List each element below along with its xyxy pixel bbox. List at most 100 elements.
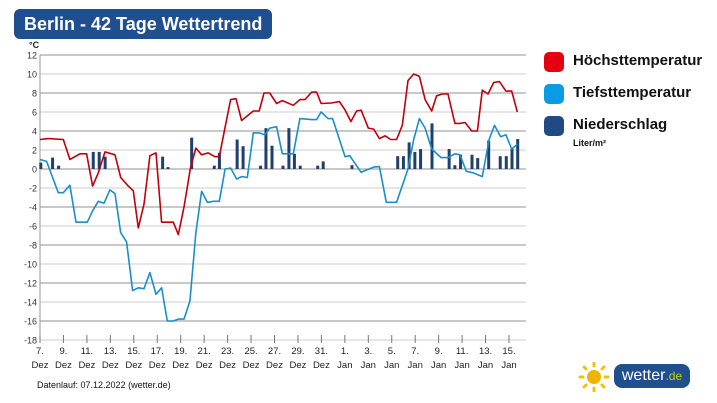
x-tick-day: 29. bbox=[291, 346, 304, 357]
precipitation-bar bbox=[430, 123, 434, 169]
x-tick-day: 7. bbox=[36, 346, 44, 357]
legend-swatch-max bbox=[544, 52, 564, 72]
legend-unit: Liter/m² bbox=[573, 138, 607, 148]
x-tick-month: Dez bbox=[266, 360, 283, 371]
x-tick-day: 27. bbox=[268, 346, 281, 357]
x-tick-day: 25. bbox=[244, 346, 257, 357]
sun-icon bbox=[578, 362, 610, 392]
x-tick-month: Dez bbox=[102, 360, 119, 371]
precipitation-bar bbox=[459, 154, 463, 169]
x-tick-month: Dez bbox=[219, 360, 236, 371]
x-tick-day: 11. bbox=[456, 346, 469, 357]
legend-label-max: Höchsttemperatur bbox=[573, 52, 703, 69]
x-tick-day: 9. bbox=[435, 346, 443, 357]
precipitation-bar bbox=[281, 165, 285, 169]
x-tick-day: 3. bbox=[364, 346, 372, 357]
precipitation-bar bbox=[103, 156, 107, 169]
precipitation-bar bbox=[487, 140, 491, 169]
x-tick-day: 19. bbox=[174, 346, 187, 357]
precipitation-bar bbox=[350, 165, 354, 169]
y-tick-label: -8 bbox=[29, 241, 37, 251]
x-tick-day: 23. bbox=[221, 346, 234, 357]
x-tick-month: Dez bbox=[172, 360, 189, 371]
precipitation-bar bbox=[166, 167, 170, 169]
precipitation-bar bbox=[470, 154, 474, 169]
x-tick-month: Dez bbox=[289, 360, 306, 371]
chart-title: Berlin - 42 Tage Wettertrend bbox=[14, 9, 272, 39]
x-tick-month: Dez bbox=[78, 360, 95, 371]
legend-label-precip: Niederschlag bbox=[573, 116, 668, 133]
legend-swatch-precip bbox=[544, 116, 564, 136]
x-tick-month: Dez bbox=[313, 360, 330, 371]
x-tick-month: Jan bbox=[478, 360, 493, 371]
legend-swatch-min bbox=[544, 84, 564, 104]
y-tick-label: 4 bbox=[32, 127, 37, 137]
precipitation-bar bbox=[476, 158, 480, 169]
legend-label-min: Tiefsttemperatur bbox=[573, 84, 692, 101]
x-tick-day: 9. bbox=[59, 346, 67, 357]
x-tick-day: 11. bbox=[81, 346, 94, 357]
y-tick-label: -6 bbox=[29, 222, 37, 232]
x-tick-month: Jan bbox=[408, 360, 423, 371]
x-tick-month: Jan bbox=[431, 360, 446, 371]
precipitation-bar bbox=[57, 165, 61, 169]
x-tick-month: Jan bbox=[384, 360, 399, 371]
x-tick-month: Dez bbox=[243, 360, 260, 371]
x-tick-day: 7. bbox=[411, 346, 419, 357]
precipitation-bar bbox=[396, 156, 400, 169]
precipitation-bar bbox=[504, 156, 508, 169]
y-tick-label: -2 bbox=[29, 184, 37, 194]
precipitation-bar bbox=[516, 139, 520, 169]
data-run-note: Datenlauf: 07.12.2022 (wetter.de) bbox=[37, 380, 171, 390]
precipitation-bar bbox=[498, 156, 502, 169]
logo-suffix: .de bbox=[665, 369, 683, 383]
precipitation-bar bbox=[453, 165, 457, 169]
precipitation-bar bbox=[413, 151, 417, 169]
x-tick-month: Jan bbox=[501, 360, 516, 371]
y-tick-label: -18 bbox=[24, 336, 37, 346]
x-tick-month: Dez bbox=[55, 360, 72, 371]
x-tick-day: 13. bbox=[479, 346, 492, 357]
x-tick-month: Dez bbox=[196, 360, 213, 371]
precipitation-bar bbox=[190, 137, 194, 169]
precipitation-bar bbox=[217, 152, 221, 169]
precipitation-bar bbox=[316, 165, 320, 169]
precipitation-bar bbox=[259, 165, 263, 169]
x-tick-day: 15. bbox=[502, 346, 515, 357]
y-tick-label: 6 bbox=[32, 108, 37, 118]
x-tick-day: 13. bbox=[104, 346, 117, 357]
x-tick-day: 21. bbox=[198, 346, 211, 357]
x-tick-day: 5. bbox=[388, 346, 396, 357]
logo-wordmark: wetter.de bbox=[614, 364, 690, 388]
precipitation-bar bbox=[321, 161, 325, 169]
y-tick-label: 12 bbox=[27, 51, 37, 61]
max-temperature-line bbox=[39, 73, 519, 236]
x-tick-month: Dez bbox=[149, 360, 166, 371]
precipitation-bar bbox=[91, 151, 95, 169]
precipitation-bar bbox=[241, 146, 245, 169]
x-tick-month: Dez bbox=[125, 360, 142, 371]
y-tick-label: 10 bbox=[27, 70, 37, 80]
x-tick-month: Jan bbox=[454, 360, 469, 371]
x-tick-day: 1. bbox=[341, 346, 349, 357]
precipitation-bar bbox=[270, 145, 274, 169]
x-tick-month: Jan bbox=[337, 360, 352, 371]
y-tick-label: -10 bbox=[24, 260, 37, 270]
precipitation-bar bbox=[292, 153, 296, 169]
precipitation-bar bbox=[212, 165, 216, 169]
precipitation-bar bbox=[287, 128, 291, 169]
precipitation-bar bbox=[235, 139, 239, 169]
y-axis-unit: °C bbox=[29, 40, 40, 50]
logo-main: wetter bbox=[621, 367, 666, 384]
min-temperature-line bbox=[39, 111, 518, 322]
y-tick-label: -14 bbox=[24, 298, 37, 308]
y-tick-label: -4 bbox=[29, 203, 37, 213]
precipitation-bar bbox=[39, 162, 43, 169]
wetter-de-logo[interactable]: wetter.de bbox=[578, 362, 693, 392]
precipitation-bar bbox=[407, 142, 411, 169]
precipitation-bar bbox=[298, 165, 302, 169]
y-tick-label: -16 bbox=[24, 317, 37, 327]
x-tick-day: 15. bbox=[127, 346, 140, 357]
precipitation-bar bbox=[447, 149, 451, 169]
